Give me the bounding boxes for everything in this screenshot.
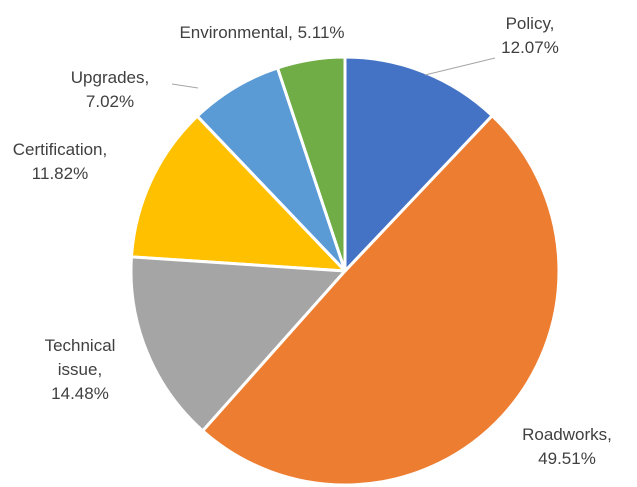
data-label: Certification, 11.82%	[12, 140, 108, 183]
leader-line	[424, 57, 496, 76]
pie-slice	[129, 255, 347, 433]
leader-line	[171, 83, 199, 89]
data-label: Roadworks, 49.51%	[522, 425, 612, 468]
data-label: Technical issue, 14.48%	[44, 336, 116, 403]
pie-slice	[129, 114, 347, 273]
data-label: Policy, 12.07%	[501, 14, 559, 57]
data-label: Upgrades, 7.02%	[70, 68, 150, 111]
data-label: Environmental, 5.11%	[179, 23, 345, 42]
pie-slice	[343, 55, 494, 273]
pie-slice	[201, 114, 561, 487]
